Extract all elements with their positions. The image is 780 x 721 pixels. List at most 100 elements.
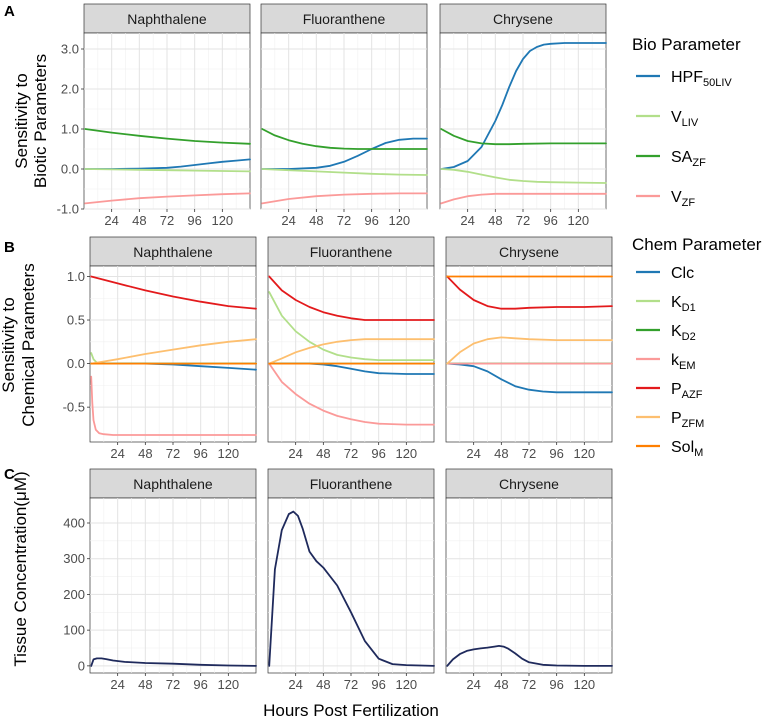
facet-a-chrysene: Chrysene <box>439 3 607 210</box>
x-tick-label-a-fluoranthene-4: 120 <box>388 213 410 228</box>
x-tick-label-c-naphthalene-4: 120 <box>217 677 239 692</box>
row-a: A Sensitivity to Biotic Parameters Napht… <box>4 3 741 228</box>
x-tick-label-c-fluoranthene-3: 96 <box>371 677 385 692</box>
x-tick-label-b-naphthalene-2: 72 <box>166 446 180 461</box>
y-tick-label-b-2: 0.5 <box>67 313 85 328</box>
series-b-fluoranthene <box>268 275 435 426</box>
series-line-a-naphthalene-sazf <box>84 128 251 145</box>
strip-c-chrysene <box>445 468 613 499</box>
gridlines-b-fluoranthene <box>268 266 434 442</box>
x-tick-label-c-naphthalene-0: 24 <box>110 677 124 692</box>
x-tick-label-c-fluoranthene-0: 24 <box>288 677 302 692</box>
facet-a-fluoranthene: Fluoranthene <box>260 3 428 210</box>
y-ticks-c: 0 100 200 300 400 <box>63 516 90 673</box>
x-tick-label-a-naphthalene-3: 96 <box>187 213 201 228</box>
facet-a-naphthalene: Naphthalene <box>83 3 251 210</box>
x-tick-label-a-naphthalene-2: 72 <box>160 213 174 228</box>
series-line-b-naphthalene-pzfm <box>90 338 257 365</box>
legend-label-vzf: VZF <box>671 189 695 209</box>
x-tick-label-b-naphthalene-0: 24 <box>110 446 124 461</box>
series-line-b-fluoranthene-kd1 <box>268 291 435 362</box>
series-line-a-fluoranthene-vliv <box>261 168 428 176</box>
series-line-c-naphthalene-conc <box>90 657 257 667</box>
series-line-c-chrysene-conc <box>446 645 613 667</box>
x-tick-label-c-chrysene-0: 24 <box>466 677 480 692</box>
x-tick-label-a-chrysene-0: 24 <box>460 213 474 228</box>
y-tick-label-c-4: 400 <box>63 516 85 531</box>
x-tick-label-b-naphthalene-1: 48 <box>138 446 152 461</box>
x-tick-label-a-fluoranthene-0: 24 <box>281 213 295 228</box>
x-tick-label-a-chrysene-1: 48 <box>488 213 502 228</box>
y-axis-title-a-line2: Biotic Parameters <box>31 54 50 188</box>
strip-label-c-fluoranthene: Fluoranthene <box>310 476 393 492</box>
gridlines-a-fluoranthene <box>261 33 427 210</box>
gridlines-c-chrysene <box>446 498 612 673</box>
x-tick-label-a-naphthalene-0: 24 <box>104 213 118 228</box>
y-axis-title-b-line1: Sensitivity to <box>0 297 18 392</box>
gridlines-c-fluoranthene <box>268 498 434 673</box>
x-tick-label-a-chrysene-3: 96 <box>543 213 557 228</box>
y-ticks-a: -1.0 0.0 1.0 2.0 3.0 <box>57 42 84 217</box>
y-tick-label-a-0: -1.0 <box>57 202 79 217</box>
panel-letter-c: C <box>4 466 15 483</box>
strip-b-fluoranthene <box>267 236 435 267</box>
x-ticks-b: 24 48 72 96 120 24 48 72 96 120 24 48 72 96 120 <box>110 442 595 461</box>
x-tick-label-c-naphthalene-2: 72 <box>166 677 180 692</box>
y-tick-label-a-1: 0.0 <box>61 162 79 177</box>
series-c-chrysene <box>446 645 613 667</box>
x-ticks-c: 24 48 72 96 120 24 48 72 96 120 24 48 72 96 120 <box>110 673 595 692</box>
strip-label-b-naphthalene: Naphthalene <box>133 244 213 260</box>
strip-b-naphthalene <box>89 236 257 267</box>
legend-label-kem: kEM <box>671 352 696 372</box>
x-tick-label-a-chrysene-2: 72 <box>516 213 530 228</box>
series-a-naphthalene <box>84 128 251 205</box>
x-tick-label-a-fluoranthene-2: 72 <box>337 213 351 228</box>
x-tick-label-a-naphthalene-1: 48 <box>132 213 146 228</box>
x-tick-label-c-fluoranthene-2: 72 <box>344 677 358 692</box>
y-axis-title-b-line2: Chemical Parameters <box>19 263 38 426</box>
legend-title-a: Bio Parameter <box>632 35 741 54</box>
facet-b-fluoranthene: Fluoranthene <box>267 236 435 443</box>
series-line-b-chrysene-pazf <box>446 275 613 310</box>
x-tick-label-a-fluoranthene-3: 96 <box>364 213 378 228</box>
legend-label-kd2: KD2 <box>671 323 696 343</box>
x-tick-label-b-naphthalene-4: 120 <box>217 446 239 461</box>
series-line-a-fluoranthene-sazf <box>261 128 428 150</box>
legend-title-b: Chem Parameter <box>632 235 762 254</box>
y-tick-label-c-3: 300 <box>63 551 85 566</box>
series-line-a-chrysene-vzf <box>440 192 607 205</box>
strip-c-fluoranthene <box>267 468 435 499</box>
x-tick-label-c-fluoranthene-1: 48 <box>316 677 330 692</box>
y-axis-title-a-line1: Sensitivity to <box>12 73 31 168</box>
facet-c-fluoranthene: Fluoranthene <box>267 468 435 674</box>
strip-label-a-chrysene: Chrysene <box>493 11 553 27</box>
strip-c-naphthalene <box>89 468 257 499</box>
facet-b-chrysene: Chrysene <box>445 236 613 443</box>
x-tick-label-b-fluoranthene-3: 96 <box>371 446 385 461</box>
series-line-a-chrysene-sazf <box>440 128 607 146</box>
series-a-fluoranthene <box>261 128 428 205</box>
gridlines-c-naphthalene <box>90 498 256 673</box>
legend-label-clc: Clc <box>671 265 694 282</box>
series-line-b-naphthalene-pazf <box>90 275 257 310</box>
strip-label-b-chrysene: Chrysene <box>499 244 559 260</box>
y-tick-label-b-0: -0.5 <box>63 400 85 415</box>
facet-c-naphthalene: Naphthalene <box>89 468 257 674</box>
x-tick-label-b-naphthalene-3: 96 <box>193 446 207 461</box>
row-c: C Tissue Concentration(μM) Naphthalene F… <box>4 466 613 720</box>
legend-label-kd1: KD1 <box>671 294 696 314</box>
legend-label-hpf50liv: HPF50LIV <box>671 69 732 89</box>
x-tick-label-a-naphthalene-4: 120 <box>211 213 233 228</box>
x-tick-label-c-chrysene-4: 120 <box>573 677 595 692</box>
legend-label-sazf: SAZF <box>671 149 706 169</box>
legend-b: Chem Parameter Clc KD1 KD2 kEM PAZF PZFM SolM <box>632 235 762 459</box>
series-b-naphthalene <box>90 275 257 436</box>
strip-a-chrysene <box>439 3 607 34</box>
y-tick-label-a-3: 2.0 <box>61 82 79 97</box>
series-line-b-chrysene-pzfm <box>446 336 613 365</box>
gridlines-a-naphthalene <box>84 33 250 210</box>
x-tick-label-c-chrysene-1: 48 <box>494 677 508 692</box>
y-tick-label-a-2: 1.0 <box>61 122 79 137</box>
x-tick-label-c-naphthalene-3: 96 <box>193 677 207 692</box>
